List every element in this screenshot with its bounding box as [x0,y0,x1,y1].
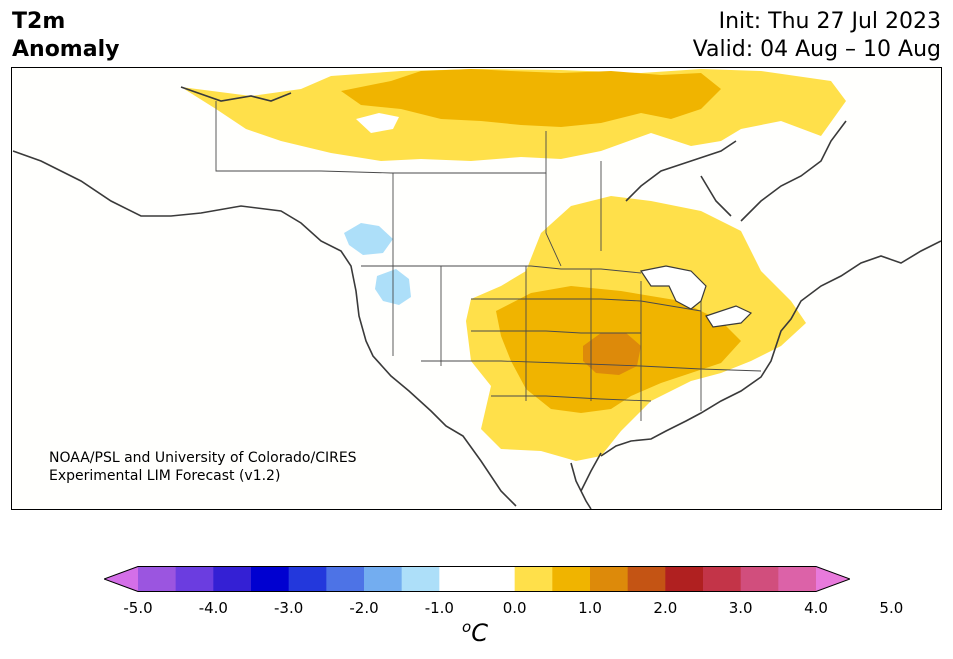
colorbar-tick-label: 1.0 [578,599,602,617]
unit-superscript: o [462,618,472,636]
credit-line-2: Experimental LIM Forecast (v1.2) [49,468,281,484]
unit-base: C [471,619,488,647]
colorbar-tick-label: -3.0 [274,599,304,617]
colorbar-tick-label: -4.0 [198,599,228,617]
colorbar-svg [102,566,852,592]
coastlines [12,86,941,509]
water-hudson-area [356,113,399,133]
colorbar-tick-label: 5.0 [879,599,904,617]
colorbar-swatch [401,566,440,592]
colorbar-swatch [665,566,704,592]
colorbar-tick-label: 0.0 [502,599,527,617]
colorbar-swatch [477,566,516,592]
colorbar-swatch [627,566,666,592]
init-date: Init: Thu 27 Jul 2023 [718,9,941,34]
colorbar-tick-label: -1.0 [424,599,454,617]
colorbar-tick-label: 4.0 [804,599,828,617]
colorbar-tick-label: 3.0 [728,599,753,617]
colorbar-tick-label: -2.0 [349,599,379,617]
map-title: T2m Anomaly [12,8,119,64]
colorbar-extend-low [104,566,138,592]
anomaly-region-north-gold [341,69,721,127]
colorbar-swatch [364,566,403,592]
forecast-dates: Init: Thu 27 Jul 2023 Valid: 04 Aug – 10… [693,8,941,64]
map-panel [11,67,942,510]
great-lakes [640,265,753,328]
anomaly-region-cold-1 [344,223,393,255]
colorbar-tick-label: -5.0 [123,599,153,617]
colorbar-swatch [213,566,252,592]
colorbar-swatch [251,566,290,592]
colorbar-swatch [778,566,817,592]
credit-text: NOAA/PSL and University of Colorado/CIRE… [49,449,357,485]
colorbar-tick-label: 2.0 [653,599,678,617]
title-line-2: Anomaly [12,37,120,62]
colorbar-unit: oC [462,618,488,647]
colorbar-swatch [514,566,553,592]
colorbar-extend-high [816,566,850,592]
colorbar-swatch [703,566,742,592]
colorbar-swatch [326,566,365,592]
colorbar-swatch [590,566,629,592]
credit-line-1: NOAA/PSL and University of Colorado/CIRE… [49,450,357,466]
colorbar-ticks: -5.0 -4.0 -3.0 -2.0 -1.0 0.0 1.0 2.0 3.0 4.0 5.0 [0,599,953,619]
political-borders [215,101,762,421]
colorbar-swatch [138,566,177,592]
valid-period: Valid: 04 Aug – 10 Aug [692,37,941,62]
colorbar-swatch [175,566,214,592]
colorbar [102,566,852,592]
colorbar-swatch [740,566,779,592]
colorbar-swatch [439,566,478,592]
colorbar-swatch [288,566,327,592]
anomaly-map [12,69,941,509]
title-line-1: T2m [12,9,66,34]
colorbar-swatch [552,566,591,592]
